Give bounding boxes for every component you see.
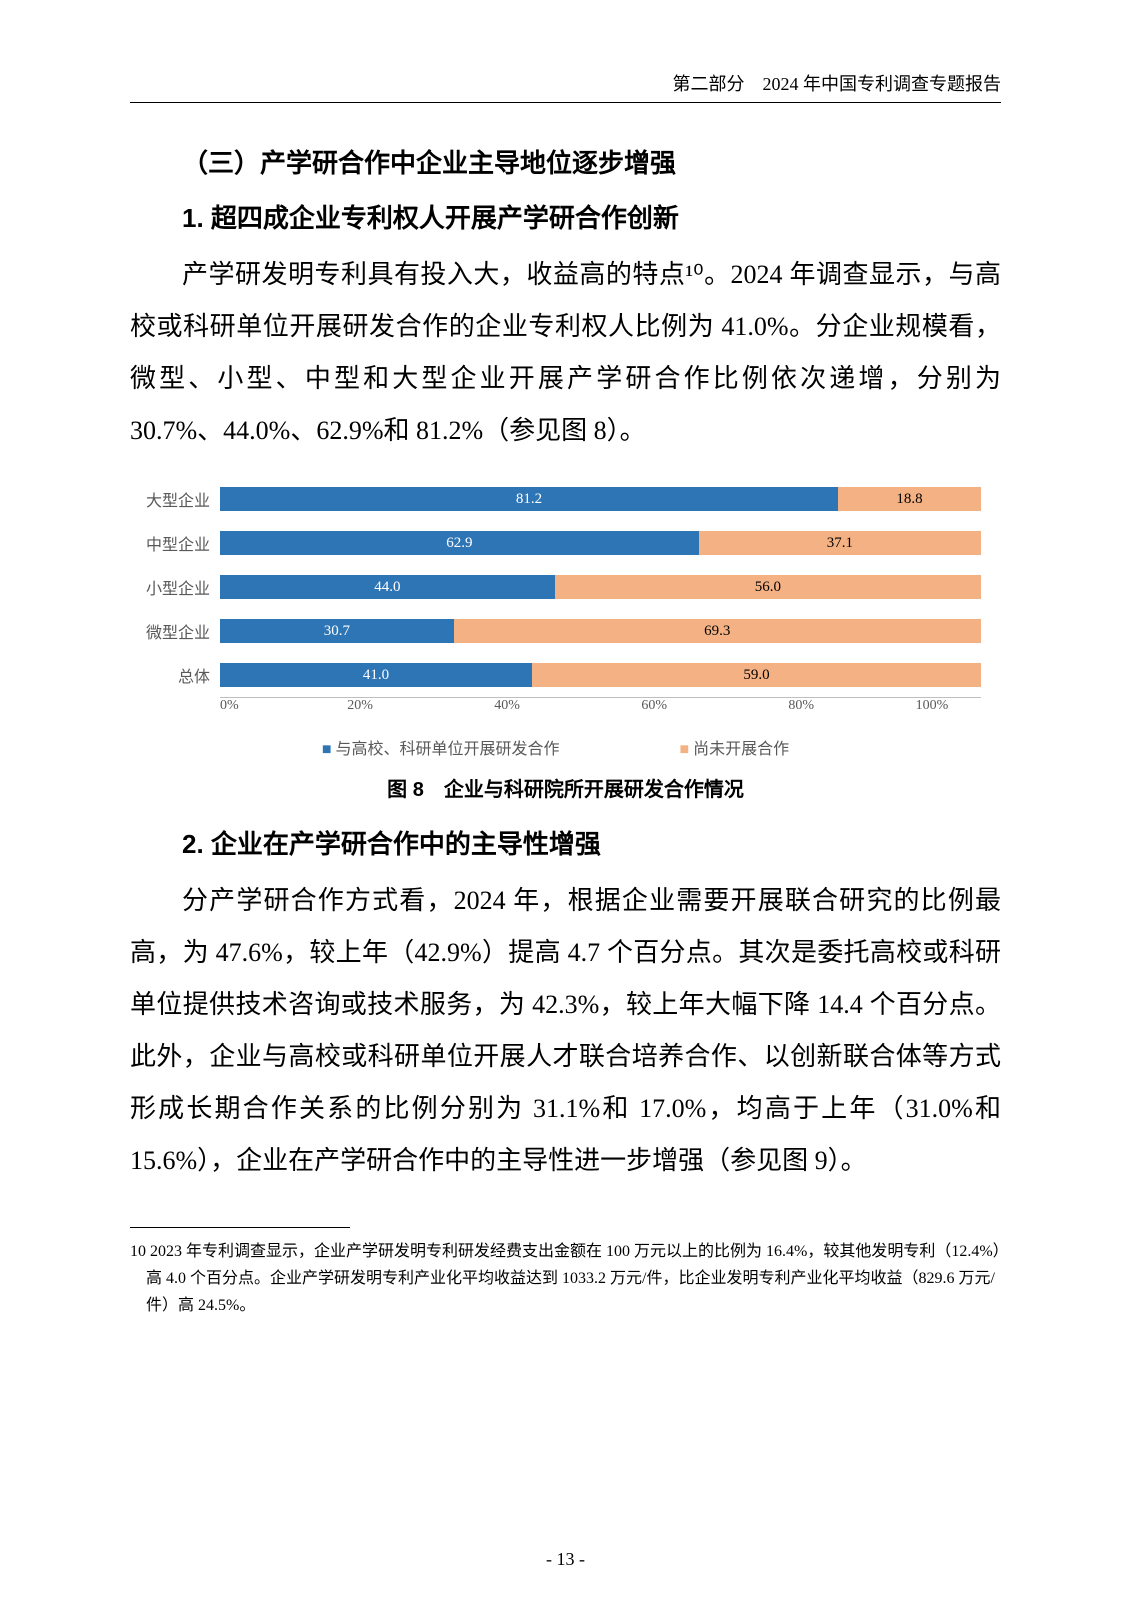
chart-bar-segment-not-cooperated: 59.0	[532, 663, 981, 687]
chart-bar-segment-not-cooperated: 18.8	[838, 487, 981, 511]
footnote-separator	[130, 1227, 350, 1228]
subsection-title-1: 1. 超四成企业专利权人开展产学研合作创新	[130, 198, 1001, 235]
chart-category-label: 总体	[130, 663, 220, 687]
chart-bar-segment-cooperated: 62.9	[220, 531, 699, 555]
page-number: - 13 -	[0, 1549, 1131, 1570]
chart-bar-row: 大型企业81.218.8	[130, 477, 981, 521]
chart-bar-row: 微型企业30.769.3	[130, 609, 981, 653]
paragraph-2: 分产学研合作方式看，2024 年，根据企业需要开展联合研究的比例最高，为 47.…	[130, 875, 1001, 1187]
chart-bar-segment-not-cooperated: 69.3	[454, 619, 981, 643]
chart-category-label: 大型企业	[130, 487, 220, 511]
chart-category-label: 微型企业	[130, 619, 220, 643]
chart-category-label: 中型企业	[130, 531, 220, 555]
chart-legend: ■ 与高校、科研单位开展研发合作 ■ 尚未开展合作	[130, 735, 981, 759]
chart-bar-row: 总体41.059.0	[130, 653, 981, 697]
subsection-title-2: 2. 企业在产学研合作中的主导性增强	[130, 824, 1001, 861]
chart-bar-segment-cooperated: 30.7	[220, 619, 454, 643]
footnote-10: 10 2023 年专利调查显示，企业产学研发明专利研发经费支出金额在 100 万…	[130, 1238, 1001, 1320]
paragraph-1: 产学研发明专利具有投入大，收益高的特点¹⁰。2024 年调查显示，与高校或科研单…	[130, 249, 1001, 457]
figure-8-chart: 大型企业81.218.8中型企业62.937.1小型企业44.056.0微型企业…	[130, 477, 1001, 759]
page-header: 第二部分 2024 年中国专利调查专题报告	[130, 70, 1001, 103]
chart-category-label: 小型企业	[130, 575, 220, 599]
chart-bar-segment-not-cooperated: 56.0	[555, 575, 981, 599]
legend-item-2: ■ 尚未开展合作	[680, 735, 790, 759]
legend-item-1: ■ 与高校、科研单位开展研发合作	[322, 735, 560, 759]
chart-x-axis: 0%20%40%60%80%100%	[220, 697, 981, 717]
chart-bar-segment-cooperated: 44.0	[220, 575, 555, 599]
section-title-3: （三）产学研合作中企业主导地位逐步增强	[130, 143, 1001, 180]
chart-bar-segment-not-cooperated: 37.1	[699, 531, 981, 555]
chart-bar-row: 中型企业62.937.1	[130, 521, 981, 565]
chart-bar-segment-cooperated: 81.2	[220, 487, 838, 511]
chart-bar-segment-cooperated: 41.0	[220, 663, 532, 687]
chart-bar-row: 小型企业44.056.0	[130, 565, 981, 609]
figure-8-caption: 图 8 企业与科研院所开展研发合作情况	[130, 773, 1001, 802]
